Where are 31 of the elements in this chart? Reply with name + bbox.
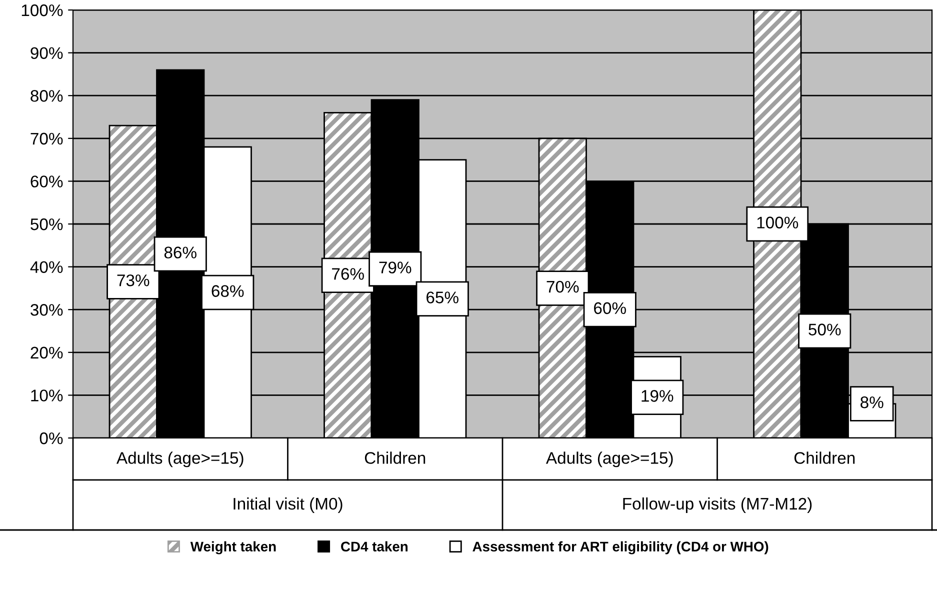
x-tick-label: Adults (age>=15) [116,452,244,468]
y-tick-label: 100% [22,4,63,16]
y-tick-label: 0% [40,432,63,444]
legend-label: Weight taken [190,541,276,554]
legend-label: CD4 taken [341,541,408,552]
x-tick-label: Children [364,452,426,464]
y-tick-label: 70% [30,132,63,145]
data-label: 50% [808,324,841,336]
y-tick-label: 60% [30,176,63,188]
x-tick-label: Children [794,452,855,464]
data-label: 70% [546,280,579,293]
y-tick-label: 20% [30,346,63,359]
y-tick-label: 50% [30,218,63,230]
y-tick-label: 10% [31,390,63,402]
data-label: 100% [757,216,798,228]
text: Follow-up visits (M7-M12) [623,497,812,513]
data-label: 65% [426,292,458,304]
legend-label: Assessment for ART eligibility (CD4 or WHO) [472,541,768,554]
data-label: 73% [117,274,150,286]
data-label: 60% [594,302,626,314]
y-tick-label: 30% [30,304,63,316]
data-label: 68% [212,285,244,297]
y-tick-label: 90% [30,47,63,60]
data-label: 76% [332,268,364,280]
y-tick-label: 40% [30,261,63,274]
x-tick-label: Adults (age>=15) [546,452,673,468]
data-label: 19% [642,390,674,402]
text: Initial visit (M0) [234,497,342,513]
data-label: 86% [164,246,196,258]
data-label: 79% [379,262,412,274]
y-tick-label: 80% [30,90,63,102]
